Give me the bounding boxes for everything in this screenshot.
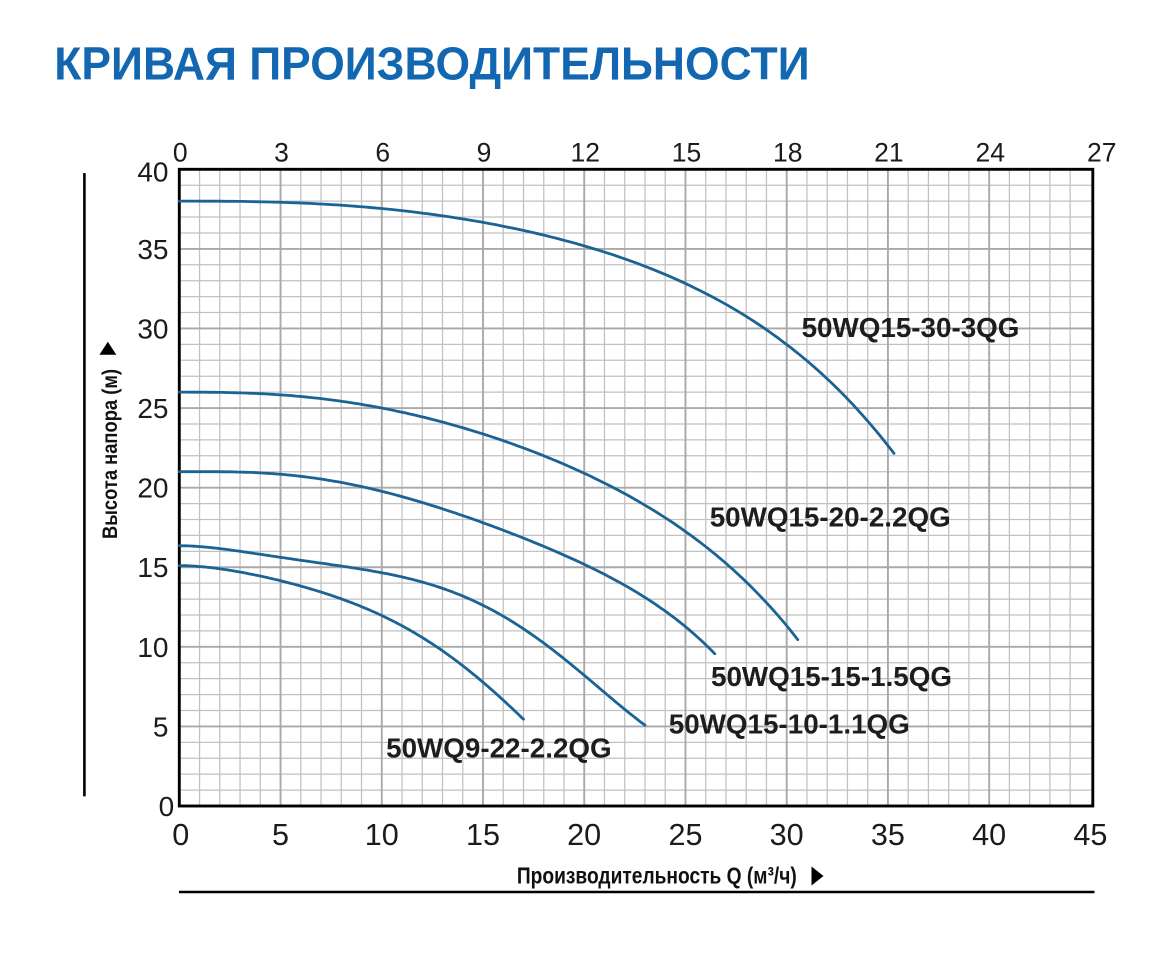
svg-text:15: 15 — [672, 137, 701, 167]
svg-text:Высота напора (м): Высота напора (м) — [99, 369, 122, 539]
svg-text:5: 5 — [272, 818, 289, 852]
svg-text:20: 20 — [137, 473, 168, 504]
svg-text:50WQ15-20-2.2QG: 50WQ15-20-2.2QG — [710, 501, 951, 532]
svg-text:50WQ15-30-3QG: 50WQ15-30-3QG — [802, 312, 1020, 343]
svg-text:40: 40 — [137, 157, 168, 188]
svg-text:25: 25 — [137, 393, 168, 424]
svg-text:21: 21 — [874, 137, 903, 167]
svg-text:35: 35 — [137, 234, 168, 265]
svg-text:0: 0 — [159, 791, 175, 822]
svg-text:Производительность Q (м³/ч): Производительность Q (м³/ч) — [517, 862, 797, 888]
svg-text:24: 24 — [975, 137, 1004, 167]
svg-text:9: 9 — [477, 137, 492, 167]
svg-text:20: 20 — [567, 818, 601, 852]
svg-text:50WQ15-15-1.5QG: 50WQ15-15-1.5QG — [711, 661, 952, 692]
svg-text:30: 30 — [137, 314, 168, 345]
svg-text:3: 3 — [274, 137, 289, 167]
svg-text:0: 0 — [173, 137, 188, 167]
svg-text:45: 45 — [1073, 818, 1107, 852]
svg-text:50WQ15-10-1.1QG: 50WQ15-10-1.1QG — [669, 709, 910, 740]
svg-text:12: 12 — [570, 137, 599, 167]
svg-text:КРИВАЯ ПРОИЗВОДИТЕЛЬНОСТИ: КРИВАЯ ПРОИЗВОДИТЕЛЬНОСТИ — [54, 37, 809, 89]
svg-text:10: 10 — [137, 632, 168, 663]
svg-text:25: 25 — [668, 818, 702, 852]
svg-text:50WQ9-22-2.2QG: 50WQ9-22-2.2QG — [386, 732, 612, 763]
svg-text:40: 40 — [972, 818, 1006, 852]
svg-text:10: 10 — [365, 818, 399, 852]
svg-text:6: 6 — [375, 137, 390, 167]
svg-text:30: 30 — [770, 818, 804, 852]
svg-text:35: 35 — [871, 818, 905, 852]
svg-text:18: 18 — [773, 137, 802, 167]
svg-text:0: 0 — [172, 818, 189, 852]
svg-text:5: 5 — [153, 711, 169, 742]
svg-text:27: 27 — [1087, 137, 1116, 167]
svg-text:15: 15 — [466, 818, 500, 852]
svg-text:15: 15 — [137, 552, 168, 583]
